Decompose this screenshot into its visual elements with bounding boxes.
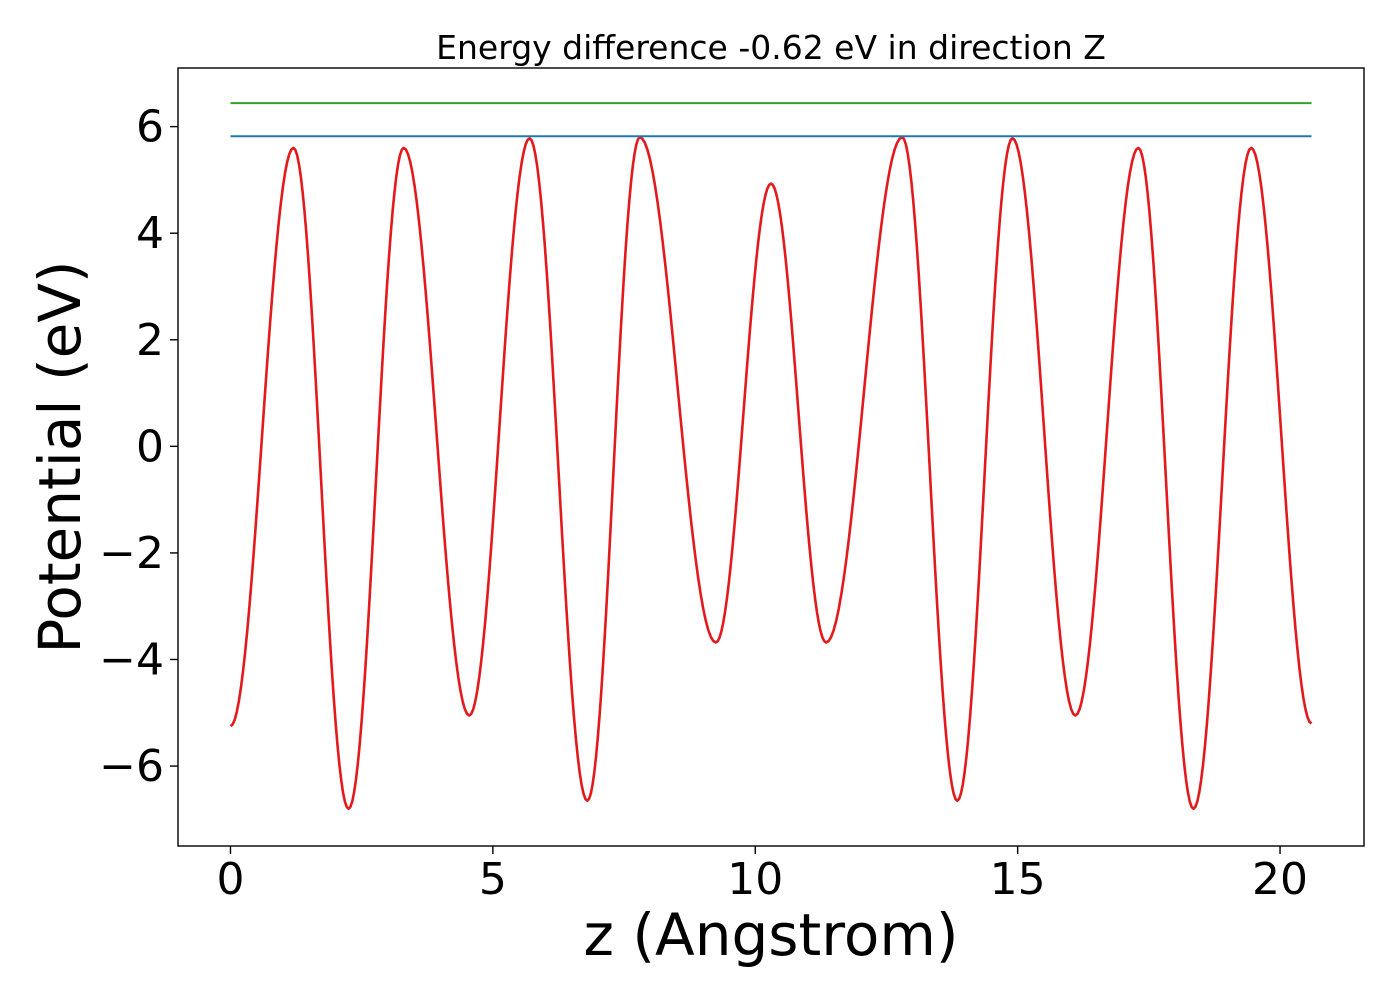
x-axis-ticks: 0 5 10 15 20 bbox=[216, 846, 1308, 905]
x-tick-label: 5 bbox=[479, 854, 507, 905]
x-tick-label: 10 bbox=[727, 854, 783, 905]
x-axis-label: z (Angstrom) bbox=[584, 901, 959, 969]
x-tick-label: 0 bbox=[216, 854, 244, 905]
y-tick-label: −2 bbox=[99, 528, 164, 579]
series-layer bbox=[229, 102, 1313, 810]
y-tick-label: 6 bbox=[136, 102, 164, 153]
chart-title: Energy difference -0.62 eV in direction … bbox=[436, 28, 1106, 67]
y-tick-label: 2 bbox=[136, 315, 164, 366]
y-tick-label: −4 bbox=[99, 634, 164, 685]
series-line-0 bbox=[229, 135, 1313, 810]
y-tick-label: 4 bbox=[136, 208, 164, 259]
plot-frame bbox=[177, 67, 1365, 847]
y-tick-label: 0 bbox=[136, 421, 164, 472]
y-axis-ticks: −6 −4 −2 0 2 4 6 bbox=[99, 102, 178, 792]
y-tick-label: −6 bbox=[99, 741, 164, 792]
x-tick-label: 20 bbox=[1252, 854, 1308, 905]
x-tick-label: 15 bbox=[990, 854, 1046, 905]
y-axis-label: Potential (eV) bbox=[26, 260, 94, 653]
